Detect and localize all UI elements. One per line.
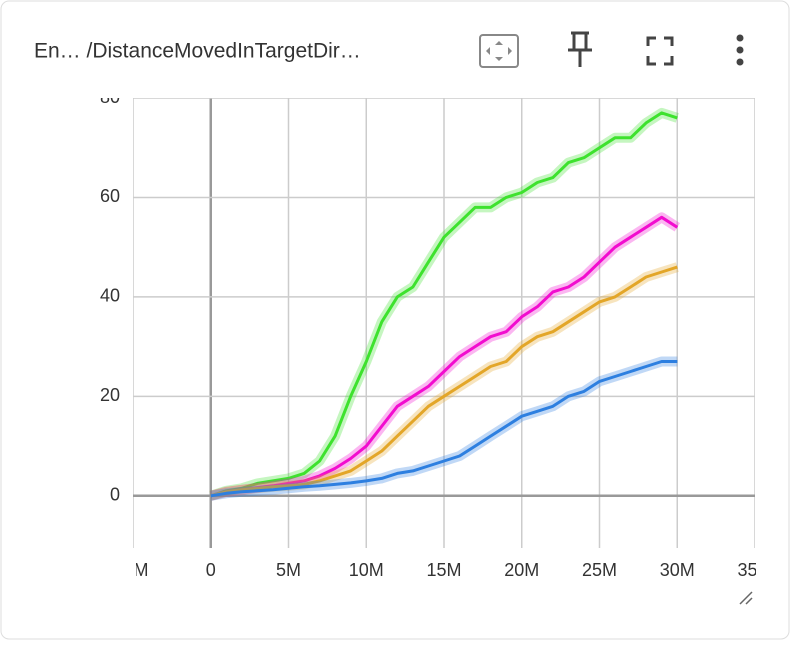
y-tick-label: 60 (100, 186, 120, 206)
y-tick-label: 0 (110, 485, 120, 505)
x-tick-label: 0 (206, 560, 216, 580)
more-menu-button[interactable] (736, 34, 744, 66)
x-tick-label: 15M (426, 560, 461, 580)
x-tick-label: 30M (660, 560, 695, 580)
series-line (210, 111, 678, 498)
series-line (210, 360, 678, 498)
y-tick-label: 80 (100, 87, 120, 107)
fit-domain-button[interactable] (479, 34, 519, 68)
pin-button[interactable] (568, 31, 592, 67)
x-tick-label: 25M (582, 560, 617, 580)
x-tick-label: 35M (737, 560, 772, 580)
y-tick-label: 40 (100, 286, 120, 306)
series-line (210, 265, 678, 498)
resize-handle[interactable] (739, 591, 753, 605)
series-line (210, 215, 679, 498)
x-tick-label: 20M (504, 560, 539, 580)
x-tick-label: -5M (118, 560, 149, 580)
fullscreen-button[interactable] (646, 36, 674, 66)
y-tick-label: 20 (100, 385, 120, 405)
x-tick-label: 10M (349, 560, 384, 580)
x-tick-label: 5M (276, 560, 301, 580)
card-title: En… /DistanceMovedInTargetDir… (34, 40, 361, 63)
